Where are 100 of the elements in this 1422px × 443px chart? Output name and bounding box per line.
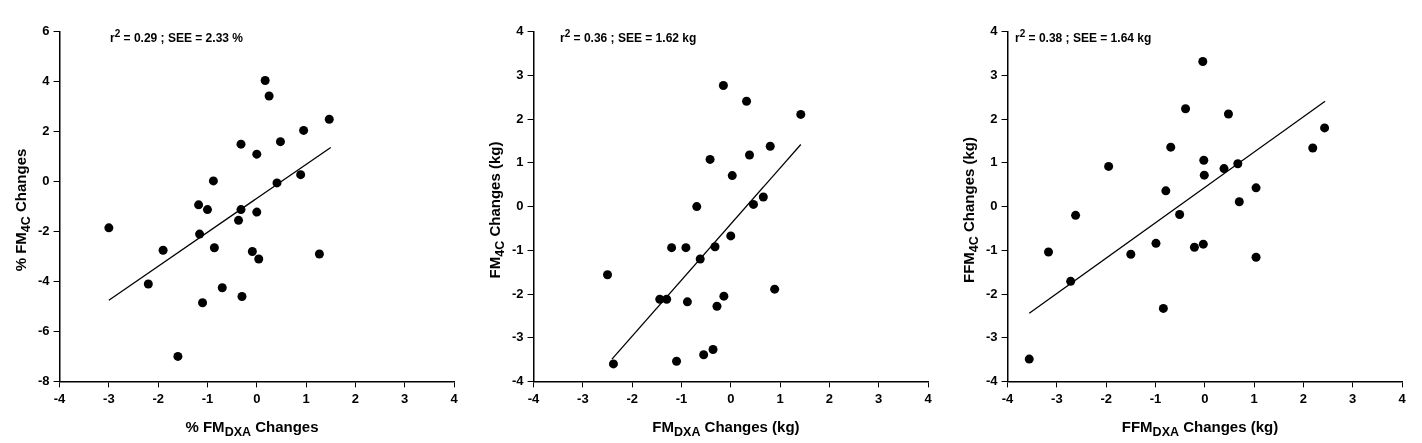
point [194, 200, 204, 210]
point [1043, 247, 1053, 257]
y-tick-label: -1 [986, 241, 998, 257]
point [672, 356, 682, 366]
point [252, 149, 262, 159]
y-tick-label: -8 [38, 372, 50, 388]
x-tick-label: -4 [1001, 390, 1015, 406]
point [1234, 197, 1244, 207]
point [275, 137, 285, 147]
point [1126, 249, 1136, 259]
point [272, 178, 282, 188]
point [1223, 109, 1233, 119]
x-tick-label: -4 [53, 390, 67, 406]
point [252, 207, 262, 217]
point [603, 270, 613, 280]
point [1308, 143, 1318, 153]
x-axis-title: FM$_{DXA}$ Changes (kg) [651, 418, 801, 439]
annotation: r$^{2}$ = 0.29 ; SEE = 2.33 % [110, 28, 243, 45]
point [1199, 155, 1209, 165]
point [1104, 161, 1114, 171]
point [1251, 252, 1261, 262]
y-tick-label: -2 [512, 285, 524, 301]
point [254, 254, 264, 264]
x-tick-label: 1 [1250, 390, 1258, 406]
point [260, 75, 270, 85]
x-tick-label: 3 [1349, 390, 1357, 406]
x-tick-label: 3 [401, 390, 409, 406]
point [195, 229, 205, 239]
point [1198, 57, 1208, 67]
point [708, 345, 718, 354]
x-tick-label: -1 [675, 390, 688, 406]
point [202, 205, 212, 215]
x-tick-label: 1 [302, 390, 310, 406]
point [765, 141, 775, 151]
annotation: r$^{2}$ = 0.36 ; SEE = 1.62 kg [560, 28, 697, 45]
y-tick-label: -2 [986, 285, 998, 301]
point [699, 350, 709, 360]
y-tick-label: 1 [516, 154, 524, 170]
point [667, 243, 677, 253]
point [314, 249, 324, 259]
y-tick-label: 1 [990, 154, 998, 170]
x-tick-label: 3 [875, 390, 883, 406]
point [236, 139, 246, 149]
x-tick-label: -4 [527, 390, 541, 406]
x-tick-label: -1 [1149, 390, 1162, 406]
point [299, 125, 309, 135]
point [608, 359, 618, 369]
x-tick-label: -3 [577, 390, 589, 406]
x-tick-label: 2 [825, 390, 834, 406]
y-tick-label: -2 [38, 223, 50, 239]
point [158, 245, 168, 255]
y-tick-label: -3 [512, 329, 524, 345]
point [209, 243, 219, 253]
x-tick-label: 2 [351, 390, 360, 406]
y-tick-label: 0 [990, 198, 998, 214]
x-tick-label: -1 [201, 390, 214, 406]
x-tick-label: 0 [253, 390, 261, 406]
point [712, 301, 722, 311]
y-tick-label: 3 [990, 67, 998, 83]
point [742, 96, 752, 106]
x-tick-label: 1 [776, 390, 784, 406]
y-tick-label: 6 [42, 23, 50, 39]
point [1066, 276, 1076, 286]
y-tick-label: -4 [38, 273, 51, 289]
point [1181, 104, 1191, 114]
y-tick-label: 2 [516, 110, 524, 126]
point [705, 154, 715, 164]
y-tick-label: 0 [42, 173, 50, 189]
point [1024, 354, 1034, 364]
x-tick-label: 0 [727, 390, 735, 406]
y-tick-label: -6 [38, 323, 50, 339]
y-tick-label: 0 [516, 198, 524, 214]
point [247, 247, 257, 257]
point [719, 291, 729, 301]
point [208, 176, 218, 186]
point [681, 243, 691, 253]
point [1199, 170, 1209, 180]
x-tick-label: -2 [1100, 390, 1112, 406]
point [695, 254, 705, 264]
point [1251, 183, 1261, 193]
annotation: r$^{2}$ = 0.38 ; SEE = 1.64 kg [1015, 28, 1152, 45]
point [234, 215, 244, 225]
point [1071, 210, 1081, 220]
point [237, 292, 247, 301]
y-tick-label: -1 [512, 241, 524, 257]
point [198, 298, 208, 308]
y-tick-label: 4 [516, 23, 525, 39]
x-tick-label: 4 [450, 390, 459, 406]
point [1166, 142, 1176, 152]
point [173, 351, 183, 361]
point [296, 170, 306, 180]
point [1158, 303, 1168, 313]
y-tick-label: 2 [42, 123, 50, 139]
point [1198, 239, 1208, 249]
point [718, 81, 728, 91]
x-tick-label: 4 [924, 390, 933, 406]
point [748, 199, 758, 209]
x-tick-label: -3 [103, 390, 115, 406]
x-tick-label: -2 [626, 390, 638, 406]
point [324, 114, 334, 124]
